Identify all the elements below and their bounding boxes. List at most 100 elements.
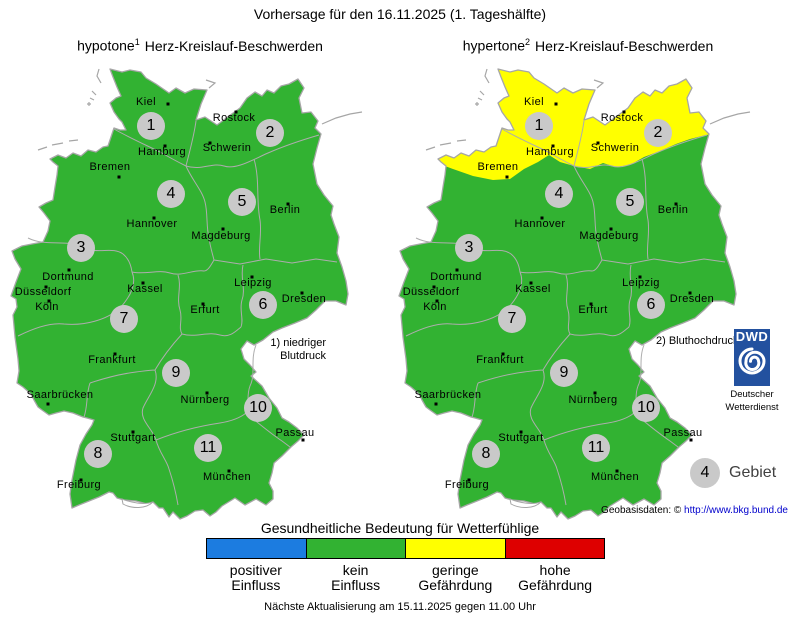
city-dot-m-nchen [227, 469, 231, 473]
map-hypotone-germany: Kiel Rostock Hamburg Schwerin Bremen Hannover… [10, 68, 363, 520]
city-dot-schwerin [208, 141, 212, 145]
city-label-kassel: Kassel [127, 283, 163, 295]
credits-prefix: Geobasisdaten: © [601, 505, 682, 516]
legend-color-positive [207, 539, 307, 558]
footnote-bluthochdruck: 2) Bluthochdruck [656, 335, 739, 347]
legend-color-bar [206, 538, 605, 559]
city-dot-berlin [674, 202, 678, 206]
city-label-dortmund: Dortmund [430, 271, 482, 283]
city-dot-kassel [529, 281, 533, 285]
footnote-marker-1: 1 [134, 37, 140, 47]
city-label-erfurt: Erfurt [578, 304, 608, 316]
city-dot-rostock [622, 110, 626, 114]
city-label-passau: Passau [663, 427, 703, 439]
credits: Geobasisdaten: © http://www.bkg.bund.de [601, 505, 788, 516]
city-dot-magdeburg [221, 227, 225, 231]
legend-label-minor: geringe Gefährdung [418, 562, 493, 593]
city-dot-berlin [286, 202, 290, 206]
region-badge-7: 7 [110, 305, 138, 333]
city-label-m-nchen: München [202, 471, 252, 483]
city-label-dresden: Dresden [281, 293, 327, 305]
city-dot-erfurt [201, 302, 205, 306]
city-dot-stuttgart [519, 430, 523, 434]
city-dot-frankfurt [113, 352, 117, 356]
subtitle-word: hypertone [462, 37, 526, 54]
dwd-acronym: DWD [735, 329, 769, 344]
city-label-erfurt: Erfurt [190, 304, 220, 316]
city-dot-freiburg [79, 478, 83, 482]
city-label-magdeburg: Magdeburg [191, 230, 251, 242]
map-hypertone-germany: Kiel Rostock Hamburg Schwerin Bremen Hannover… [398, 68, 751, 520]
city-dot-dortmund [455, 268, 459, 272]
city-dot-freiburg [467, 478, 471, 482]
city-label-hannover: Hannover [514, 218, 566, 230]
subtitle-rest: Herz-Kreislauf-Beschwerden [535, 37, 714, 54]
legend-color-minor [406, 539, 506, 558]
legend-labels: positiver Einfluss kein Einfluss geringe Gefä… [206, 563, 605, 593]
city-dot-passau [689, 438, 693, 442]
region-badge-6: 6 [637, 291, 665, 319]
city-label-dresden: Dresden [669, 293, 715, 305]
subtitle-word: hypotone [77, 37, 135, 54]
city-dot-saarbr-cken [46, 402, 50, 406]
city-dot-k-ln [435, 299, 439, 303]
update-note: Nächste Aktualisierung am 15.11.2025 geg… [264, 601, 536, 613]
city-label-m-nchen: München [590, 471, 640, 483]
city-label-n-rnberg: Nürnberg [180, 394, 230, 406]
city-label-kiel: Kiel [524, 96, 544, 108]
city-dot-leipzig [638, 275, 642, 279]
city-dot-d-sseldorf [44, 285, 48, 289]
region-badge-10: 10 [244, 394, 272, 422]
city-dot-kassel [141, 281, 145, 285]
city-label-k-ln: Köln [423, 301, 447, 313]
map-subtitle-hypertone: hypertone2 Herz-Kreislauf-Beschwerden [398, 37, 778, 54]
city-label-kassel: Kassel [515, 283, 551, 295]
city-dot-kiel [166, 102, 170, 106]
city-dot-leipzig [250, 275, 254, 279]
city-label-hamburg: Hamburg [137, 146, 187, 158]
city-dot-kiel [554, 102, 558, 106]
city-label-saarbr-cken: Saarbrücken [414, 389, 482, 401]
region-badge-3: 3 [67, 234, 95, 262]
city-label-frankfurt: Frankfurt [476, 354, 524, 366]
page-title: Vorhersage für den 16.11.2025 (1. Tagesh… [253, 6, 547, 22]
city-dot-stuttgart [131, 430, 135, 434]
city-label-schwerin: Schwerin [590, 142, 640, 154]
city-dot-hannover [152, 216, 156, 220]
region-badge-1: 1 [525, 112, 553, 140]
region-badge-8: 8 [472, 440, 500, 468]
city-dot-m-nchen [615, 469, 619, 473]
city-dot-hamburg [551, 144, 555, 148]
region-badge-7: 7 [498, 305, 526, 333]
legend-label-positive: positiver Einfluss [229, 562, 282, 593]
legend-color-high [505, 539, 604, 558]
city-dot-frankfurt [501, 352, 505, 356]
city-label-hamburg: Hamburg [525, 146, 575, 158]
city-label-leipzig: Leipzig [622, 277, 660, 289]
area-key-label: Gebiet [729, 464, 777, 481]
city-dot-d-sseldorf [432, 285, 436, 289]
city-dot-saarbr-cken [434, 402, 438, 406]
region-badge-5: 5 [616, 188, 644, 216]
city-label-d-sseldorf: Düsseldorf [402, 286, 460, 298]
area-key: 4 Gebiet [690, 458, 776, 488]
city-label-passau: Passau [275, 427, 315, 439]
legend-title: Gesundheitliche Bedeutung für Wetterfühl… [260, 520, 540, 536]
legend-label-none: kein Einfluss [331, 562, 381, 593]
region-badge-11: 11 [582, 434, 610, 462]
legend-color-none [306, 539, 406, 558]
city-label-berlin: Berlin [269, 204, 301, 216]
region-badge-11: 11 [194, 434, 222, 462]
city-dot-bremen [505, 175, 509, 179]
dwd-logo: DWD [734, 329, 770, 386]
region-badge-2: 2 [256, 119, 284, 147]
city-label-freiburg: Freiburg [444, 479, 490, 491]
region-badge-4: 4 [545, 180, 573, 208]
city-label-hannover: Hannover [126, 218, 178, 230]
credits-link[interactable]: http://www.bkg.bund.de [684, 505, 788, 516]
region-badge-4: 4 [157, 180, 185, 208]
footnote-marker-2: 2 [525, 37, 531, 47]
city-dot-hamburg [163, 144, 167, 148]
map-subtitle-hypotone: hypotone1 Herz-Kreislauf-Beschwerden [10, 37, 390, 54]
